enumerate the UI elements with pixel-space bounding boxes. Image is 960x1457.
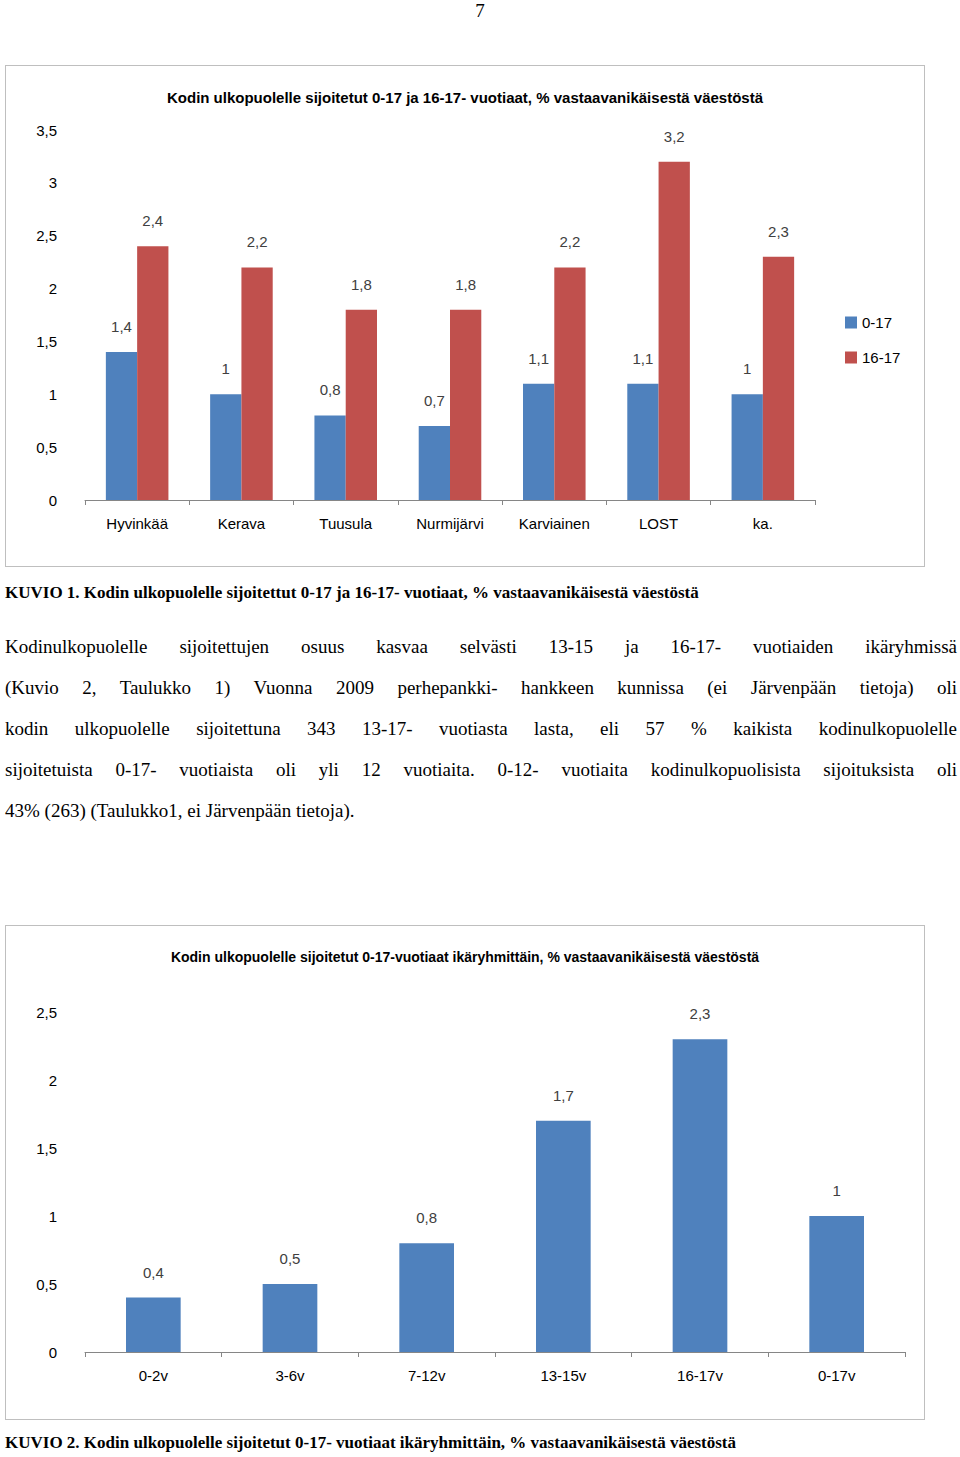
html-text:Kodinulkopuolelle sijoitettuje: Kodinulkopuolelle sijoitettujen osuus ka…	[5, 636, 957, 657]
svg-text:2,4: 2,4	[142, 212, 163, 229]
svg-text:3-6v: 3-6v	[275, 1367, 305, 1384]
svg-text:3,5: 3,5	[36, 122, 57, 139]
svg-text:16-17: 16-17	[862, 349, 900, 366]
svg-text:2,3: 2,3	[690, 1005, 711, 1022]
svg-text:0-17: 0-17	[862, 314, 892, 331]
svg-text:1,1: 1,1	[528, 350, 549, 367]
svg-text:Kerava: Kerava	[218, 515, 266, 532]
svg-text:1,7: 1,7	[553, 1087, 574, 1104]
svg-text:1: 1	[49, 1208, 57, 1225]
svg-text:1: 1	[49, 386, 57, 403]
svg-text:2,3: 2,3	[768, 223, 789, 240]
svg-text:1: 1	[222, 360, 230, 377]
svg-text:7-12v: 7-12v	[408, 1367, 446, 1384]
svg-text:Kodin ulkopuolelle sijoitetut: Kodin ulkopuolelle sijoitetut 0-17 ja 16…	[167, 89, 764, 106]
svg-text:0,7: 0,7	[424, 392, 445, 409]
svg-text:0: 0	[49, 1344, 57, 1361]
html-text:(Kuvio 2, Taulukko 1) Vuonna 2: (Kuvio 2, Taulukko 1) Vuonna 2009 perhep…	[5, 677, 957, 698]
svg-text:1,5: 1,5	[36, 333, 57, 350]
svg-text:LOST: LOST	[639, 515, 678, 532]
html-text:43% (263) (Taulukko1, ei Järve: 43% (263) (Taulukko1, ei Järvenpään tiet…	[5, 800, 355, 821]
svg-text:Hyvinkää: Hyvinkää	[106, 515, 168, 532]
svg-text:0,4: 0,4	[143, 1264, 164, 1281]
svg-text:0,5: 0,5	[36, 1276, 57, 1293]
svg-text:3,2: 3,2	[664, 128, 685, 145]
html-text:7: 7	[475, 0, 485, 21]
svg-text:1: 1	[832, 1182, 840, 1199]
svg-text:Nurmijärvi: Nurmijärvi	[416, 515, 484, 532]
svg-text:2: 2	[49, 280, 57, 297]
svg-text:1: 1	[743, 360, 751, 377]
svg-text:0,8: 0,8	[320, 381, 341, 398]
svg-text:1,1: 1,1	[632, 350, 653, 367]
svg-text:13-15v: 13-15v	[540, 1367, 586, 1384]
svg-text:1,4: 1,4	[111, 318, 132, 335]
svg-text:2,2: 2,2	[247, 233, 268, 250]
svg-text:ka.: ka.	[753, 515, 773, 532]
svg-text:2: 2	[49, 1072, 57, 1089]
svg-text:Tuusula: Tuusula	[319, 515, 372, 532]
html-text:KUVIO 1. Kodin ulkopuolelle si: KUVIO 1. Kodin ulkopuolelle sijoitettut …	[5, 583, 699, 602]
svg-text:0: 0	[49, 492, 57, 509]
svg-text:2,2: 2,2	[559, 233, 580, 250]
svg-text:2,5: 2,5	[36, 227, 57, 244]
svg-text:1,5: 1,5	[36, 1140, 57, 1157]
svg-text:16-17v: 16-17v	[677, 1367, 723, 1384]
svg-text:2,5: 2,5	[36, 1004, 57, 1021]
svg-text:0-2v: 0-2v	[139, 1367, 169, 1384]
svg-text:3: 3	[49, 174, 57, 191]
html-text:sijoitetuista 0-17- vuotiaista: sijoitetuista 0-17- vuotiaista oli yli 1…	[5, 759, 957, 780]
svg-text:1,8: 1,8	[351, 276, 372, 293]
svg-text:1,8: 1,8	[455, 276, 476, 293]
svg-text:Karviainen: Karviainen	[519, 515, 590, 532]
svg-text:0,5: 0,5	[280, 1250, 301, 1267]
html-text:KUVIO 2. Kodin ulkopuolelle si: KUVIO 2. Kodin ulkopuolelle sijoitetut 0…	[5, 1433, 736, 1452]
svg-text:Kodin ulkopuolelle sijoitetut: Kodin ulkopuolelle sijoitetut 0-17-vuoti…	[171, 949, 759, 965]
svg-text:0-17v: 0-17v	[818, 1367, 856, 1384]
svg-text:0,8: 0,8	[416, 1209, 437, 1226]
svg-text:0,5: 0,5	[36, 439, 57, 456]
html-text:kodin ulkopuolelle sijoitettun: kodin ulkopuolelle sijoitettuna 343 13-1…	[5, 718, 957, 739]
